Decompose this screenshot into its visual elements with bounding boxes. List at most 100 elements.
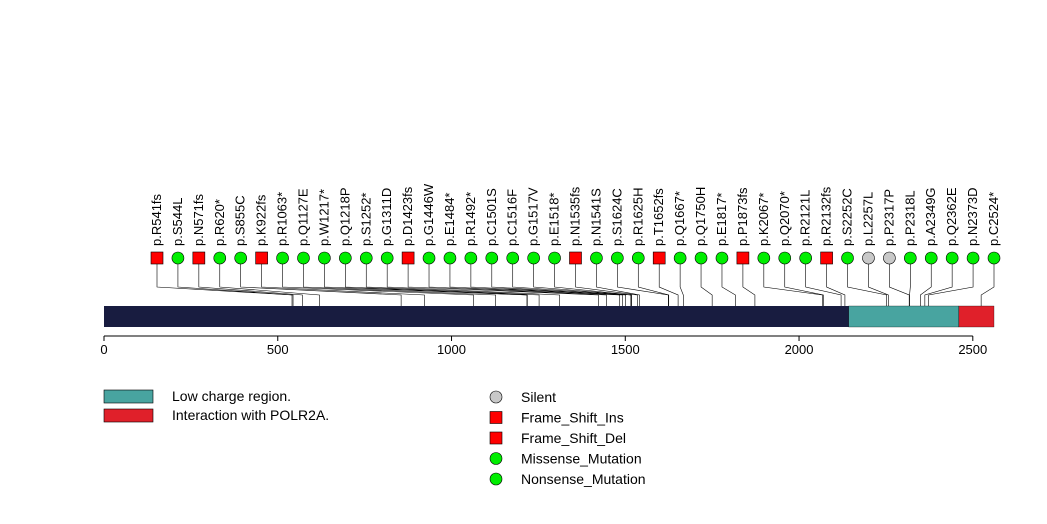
mutation-marker	[611, 251, 624, 265]
mutation-label: p.Q1667*	[672, 191, 687, 246]
mutation-label: p.R1063*	[275, 192, 290, 246]
mutation-label: p.K2067*	[756, 193, 771, 247]
mutation-label: p.Q1750H	[693, 187, 708, 246]
mutation-label: p.Q1218P	[337, 187, 352, 246]
domain-region-0	[848, 305, 960, 328]
mutation-markers	[150, 251, 1001, 265]
legend-mutation-label: Frame_Shift_Del	[521, 430, 626, 446]
mutation-marker	[443, 251, 457, 265]
mutation-marker	[380, 251, 394, 265]
mutation-marker	[318, 251, 331, 265]
mutation-label: p.R541fs	[149, 193, 164, 246]
mutation-marker	[590, 251, 603, 265]
mutation-label: p.R620*	[212, 199, 227, 246]
mutation-marker	[715, 251, 729, 265]
mutation-label: p.G1517V	[526, 187, 541, 246]
mutation-marker	[401, 251, 415, 265]
mutation-label: p.S855C	[233, 195, 248, 246]
mutation-label: p.P1873fs	[735, 187, 750, 246]
mutation-label: p.R2132fs	[819, 186, 834, 246]
mutation-marker	[736, 251, 750, 265]
mutation-marker	[966, 251, 980, 265]
mutation-label: p.N571fs	[191, 193, 206, 246]
mutation-label: p.G1311D	[379, 188, 394, 246]
mutation-marker	[987, 251, 1001, 265]
protein-backbone	[104, 305, 995, 328]
mutation-marker	[652, 251, 666, 265]
mutation-marker	[192, 251, 206, 265]
mutation-marker	[778, 251, 792, 265]
mutation-marker	[569, 251, 582, 265]
legend-mutation-label: Silent	[521, 389, 556, 405]
x-tick-label: 500	[267, 342, 289, 357]
mutation-marker	[883, 251, 896, 265]
mutation-label: p.G1446W	[421, 183, 436, 246]
mutation-label: p.N1535fs	[568, 186, 583, 246]
mutation-marker	[171, 251, 185, 265]
mutation-marker	[464, 251, 478, 265]
mutation-label: p.E1817*	[714, 193, 729, 247]
mutation-marker	[924, 251, 938, 265]
x-tick-label: 1500	[611, 342, 640, 357]
mutation-marker	[631, 251, 645, 265]
mutation-marker	[485, 251, 499, 265]
legend-mutation-symbol	[489, 390, 503, 404]
mutation-marker	[820, 251, 833, 265]
mutation-label: p.Q1127E	[295, 188, 310, 246]
mutation-marker	[255, 251, 268, 265]
mutation-label: p.R1492*	[463, 192, 478, 246]
mutation-marker	[276, 251, 289, 265]
mutation-label: p.T1652fs	[651, 188, 666, 246]
mutation-label: p.E1484*	[442, 193, 457, 247]
legend-region-swatch	[103, 389, 154, 404]
x-tick-label: 0	[100, 342, 107, 357]
mutation-label: p.A2349G	[923, 187, 938, 246]
legend-mutation-symbol	[489, 431, 503, 445]
mutation-marker	[339, 251, 352, 265]
protein-bar	[104, 306, 994, 327]
mutation-marker	[527, 251, 540, 265]
mutation-label: p.D1423fs	[400, 186, 415, 246]
legend: Low charge region. Interaction with POLR2…	[103, 388, 646, 487]
legend-region-swatch	[103, 408, 154, 423]
mutation-marker	[548, 251, 561, 265]
mutation-marker	[841, 251, 854, 265]
domain-region-1	[958, 305, 995, 328]
mutation-marker	[945, 251, 959, 265]
mutation-label: p.S1252*	[358, 193, 373, 247]
mutation-label: p.N1541S	[588, 188, 603, 246]
mutation-label: p.P2317P	[881, 189, 896, 246]
mutation-marker	[297, 251, 310, 265]
mutation-label: p.Q2070*	[777, 191, 792, 246]
mutation-label: p.Q2362E	[944, 187, 959, 246]
mutation-marker	[422, 251, 436, 265]
mutation-label: p.S1624C	[609, 188, 624, 246]
mutation-label: p.N2373D	[965, 187, 980, 246]
legend-region-label: Interaction with POLR2A.	[172, 407, 329, 423]
mutation-label: p.W1217*	[316, 189, 331, 246]
legend-mutation-symbol	[489, 472, 503, 486]
mutation-label: p.C2524*	[986, 192, 1001, 246]
legend-mutation-label: Frame_Shift_Ins	[521, 410, 624, 426]
mutation-label: p.C1516F	[505, 189, 520, 246]
mutation-marker	[359, 251, 373, 265]
mutation-marker	[799, 251, 812, 265]
x-axis: 0 500 1000 1500 2000 2500	[100, 335, 987, 357]
mutation-marker	[150, 251, 164, 265]
mutation-marker	[862, 251, 875, 265]
mutation-marker	[694, 251, 708, 265]
mutation-label: p.R1625H	[630, 187, 645, 246]
x-tick-label: 1000	[437, 342, 466, 357]
mutation-marker	[903, 251, 917, 265]
mutation-label: p.L2257L	[860, 192, 875, 246]
mutation-label: p.P2318L	[902, 190, 917, 246]
legend-mutation-label: Missense_Mutation	[521, 451, 642, 467]
mutation-label: p.S544L	[170, 198, 185, 246]
mutation-marker	[234, 251, 247, 265]
legend-mutation-symbol	[489, 452, 503, 465]
legend-mutation-label: Nonsense_Mutation	[521, 471, 646, 487]
mutation-label: p.R2121L	[798, 190, 813, 246]
mutation-label: p.C1501S	[484, 188, 499, 246]
mutation-marker	[506, 251, 520, 265]
